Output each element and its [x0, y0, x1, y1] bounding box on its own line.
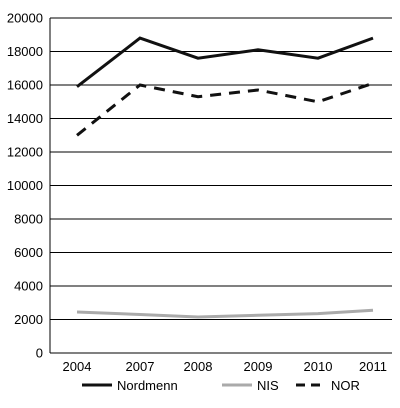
y-tick-label: 12000	[7, 145, 43, 160]
legend-item-nor: NOR	[296, 378, 360, 393]
y-tick-label: 14000	[7, 111, 43, 126]
series-line-nis	[76, 308, 374, 319]
y-tick-label: 10000	[7, 178, 43, 193]
gridlines	[50, 17, 392, 320]
y-tick-label: 4000	[14, 279, 43, 294]
legend-item-nis: NIS	[222, 378, 279, 393]
y-axis-tick-labels: 0 2000 4000 6000 8000 10000 12000 14000 16000 180…	[7, 11, 43, 361]
y-tick-label: 8000	[14, 212, 43, 227]
x-axis-tick-labels: 2004 2007 2008 2009 2010 2011	[63, 359, 387, 374]
legend-label: NIS	[257, 378, 279, 393]
x-tick-label: 2008	[184, 359, 213, 374]
x-tick-label: 2010	[304, 359, 333, 374]
series-line-nor	[76, 81, 374, 137]
y-tick-label: 20000	[7, 11, 43, 26]
y-tick-label: 16000	[7, 78, 43, 93]
x-tick-label: 2007	[126, 359, 155, 374]
y-tick-label: 2000	[14, 312, 43, 327]
legend: Nordmenn NIS NOR	[82, 378, 360, 393]
x-tick-label: 2004	[63, 359, 92, 374]
y-tick-label: 0	[36, 346, 43, 361]
legend-label: NOR	[331, 378, 360, 393]
series-lines	[76, 36, 374, 319]
legend-item-nordmenn: Nordmenn	[82, 378, 178, 393]
y-tick-label: 18000	[7, 44, 43, 59]
y-tick-label: 6000	[14, 245, 43, 260]
series-line-nordmenn	[76, 36, 374, 88]
x-tick-label: 2009	[244, 359, 273, 374]
legend-label: Nordmenn	[117, 378, 178, 393]
x-tick-label: 2011	[359, 359, 387, 374]
